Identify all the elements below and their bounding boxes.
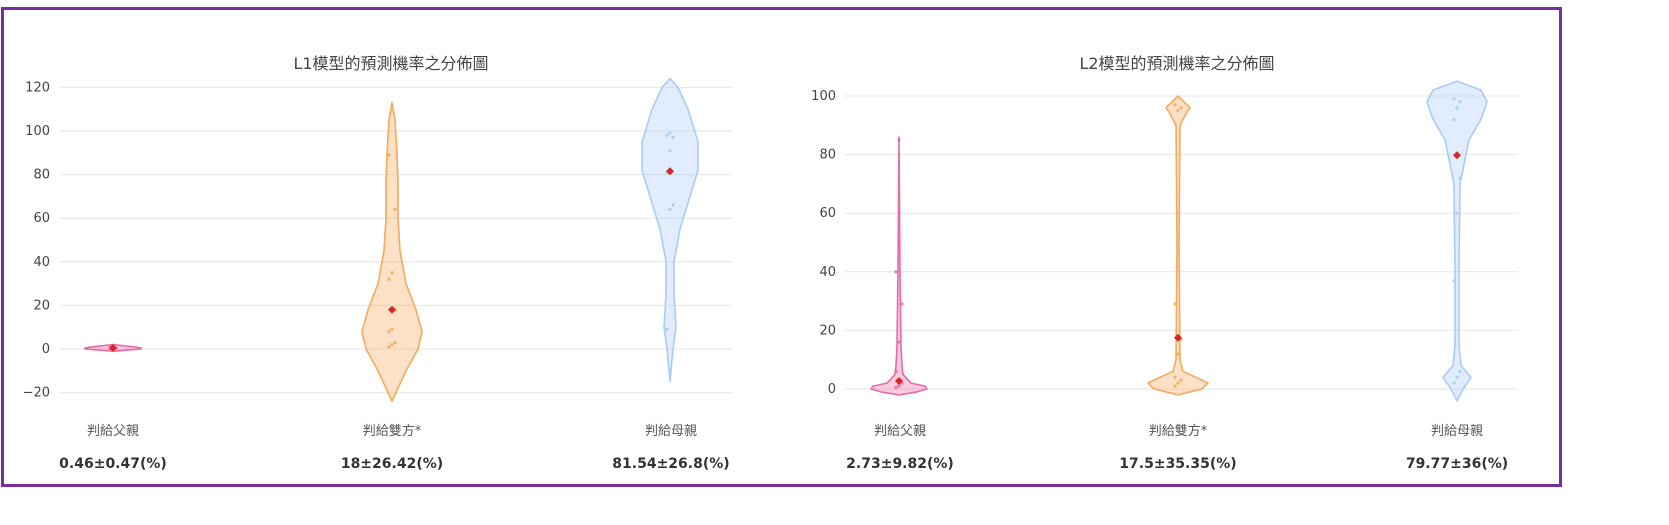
chart-2-violin-2	[1426, 80, 1488, 402]
chart-2-point	[894, 369, 898, 374]
chart-1-point	[668, 207, 672, 212]
chart-1-ytick-label: 80	[33, 168, 50, 183]
chart-2-point	[897, 340, 901, 344]
chart-2-violin-1	[1147, 95, 1209, 396]
chart-2-point	[1176, 109, 1180, 113]
chart-1-stat-both: 18±26.42(%)	[340, 456, 444, 472]
chart-2-title: L2模型的預測機率之分佈圖	[1079, 54, 1275, 73]
chart-2-ytick-label: 60	[819, 206, 836, 221]
chart-1-point	[387, 345, 391, 349]
chart-2-point	[1455, 106, 1459, 110]
chart-2-point	[1452, 97, 1456, 101]
chart-2-ytick-label: 80	[819, 148, 836, 163]
chart-1-point	[390, 343, 394, 347]
chart-2-point	[1458, 100, 1462, 104]
chart-2-point	[1452, 278, 1456, 283]
chart-2-stat-both: 17.5±35.35(%)	[1119, 456, 1237, 472]
chart-1-title: L1模型的預測機率之分佈圖	[293, 54, 489, 73]
chart-1-point	[390, 327, 394, 331]
chart-1-category-both: 判給雙方*	[362, 424, 422, 439]
chart-2-point	[1179, 378, 1183, 382]
chart-2-point	[1458, 369, 1462, 374]
chart-2-point	[1452, 117, 1456, 122]
chart-1-ytick-label: −20	[23, 386, 50, 401]
chart-1-category-mother: 判給母親	[644, 424, 697, 439]
chart-1-mean-marker-0	[109, 343, 117, 352]
chart-1-point	[665, 133, 669, 137]
chart-2-point	[1176, 381, 1180, 385]
chart-2-point	[1452, 381, 1456, 385]
chart-2-point	[1173, 103, 1177, 107]
chart-2-ytick-label: 40	[819, 265, 836, 280]
chart-2-ytick-label: 20	[819, 323, 836, 338]
chart-2-point	[900, 302, 904, 306]
chart-1-point	[390, 271, 394, 275]
chart-2-mean-marker-1	[1174, 333, 1182, 342]
chart-2-point	[1455, 211, 1459, 215]
chart-2-point	[1455, 375, 1459, 379]
chart-2-ytick-label: 100	[811, 89, 836, 104]
chart-1-ytick-label: 120	[25, 80, 50, 95]
chart-2-ytick-label: 0	[828, 382, 836, 397]
chart-2-category-mother: 判給母親	[1430, 424, 1483, 439]
chart-1-point	[393, 340, 397, 345]
chart-1-point	[393, 207, 397, 212]
chart-2-point	[894, 385, 898, 390]
chart-2-mean-marker-2	[1453, 151, 1461, 160]
chart-2-category-both: 判給雙方*	[1148, 424, 1208, 439]
chart-1-mean-marker-1	[388, 305, 396, 314]
chart-2-point	[897, 138, 901, 142]
chart-1-category-father: 判給父親	[86, 424, 139, 439]
chart-2-point	[1179, 106, 1183, 110]
chart-2-point	[1173, 302, 1177, 306]
chart-2-violin-0	[870, 136, 928, 396]
chart-1-ytick-label: 60	[33, 211, 50, 226]
chart-2-mean-marker-0	[895, 377, 903, 386]
chart-1-ytick-label: 100	[25, 124, 50, 139]
chart-1-point	[668, 149, 672, 153]
chart-2-point	[1173, 375, 1177, 379]
chart-1-point	[387, 153, 391, 157]
chart-2-point	[894, 270, 898, 274]
chart-1-point	[387, 329, 391, 334]
chart-1-ytick-label: 40	[33, 255, 50, 270]
chart-2-point	[1458, 176, 1462, 180]
chart-1-violin-2	[641, 77, 699, 383]
chart-1-point	[668, 131, 672, 135]
chart-2-stat-mother: 79.77±36(%)	[1405, 456, 1509, 472]
chart-1-point	[671, 203, 675, 207]
chart-1-point	[671, 135, 675, 140]
chart-2-stat-father: 2.73±9.82(%)	[846, 456, 954, 472]
chart-1-stat-mother: 81.54±26.8(%)	[612, 456, 730, 472]
chart-1-ytick-label: 0	[42, 342, 50, 357]
chart-2-point	[1176, 352, 1180, 356]
chart-2-point	[1173, 384, 1177, 388]
chart-1-mean-marker-2	[666, 167, 674, 176]
chart-1-violin-1	[361, 101, 423, 403]
chart-1-stat-father: 0.46±0.47(%)	[59, 456, 167, 472]
chart-2-category-father: 判給父親	[873, 424, 926, 439]
chart-1-point	[387, 277, 391, 281]
chart-1-ytick-label: 20	[33, 298, 50, 313]
chart-2-point	[897, 384, 901, 388]
chart-1-point	[665, 327, 669, 331]
